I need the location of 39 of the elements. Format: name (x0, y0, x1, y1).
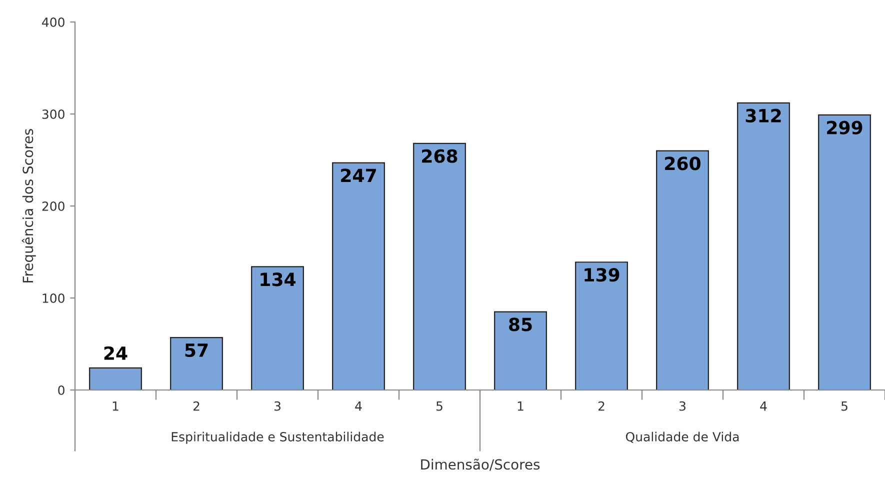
data-label: 85 (509, 318, 532, 332)
data-label: 139 (584, 268, 620, 282)
x-tick-label: 3 (274, 401, 280, 411)
bar (656, 150, 709, 390)
y-tick-label: 200 (42, 201, 64, 211)
x-tick-label: 1 (112, 401, 118, 411)
x-tick-label: 4 (355, 401, 362, 411)
bar (251, 266, 304, 390)
bar (818, 114, 871, 390)
data-label: 312 (746, 108, 781, 122)
x-tick-label: 1 (518, 401, 524, 411)
bar (737, 102, 790, 390)
x-tick-label: 3 (679, 401, 686, 411)
x-tick-label: 4 (760, 401, 767, 411)
bar (575, 262, 628, 390)
bar (89, 367, 142, 390)
data-label: 299 (827, 120, 862, 134)
x-tick-label: 5 (841, 401, 848, 411)
bar (332, 162, 385, 390)
data-label: 268 (422, 149, 458, 163)
data-label: 247 (341, 168, 376, 182)
x-axis-title: Dimensão/Scores (421, 458, 540, 471)
y-tick-label: 100 (42, 293, 64, 303)
y-tick-label: 300 (42, 109, 64, 119)
bar (170, 337, 223, 390)
bar (494, 311, 547, 390)
bar (413, 142, 466, 390)
text: Espiritualidade e Sustentabilidade (172, 432, 384, 444)
y-tick-label: 400 (42, 17, 64, 27)
text: Qualidade de Vida (626, 432, 739, 443)
data-label: 134 (260, 272, 296, 286)
data-label: 24 (104, 346, 128, 360)
data-label: 260 (665, 156, 700, 170)
x-tick-label: 2 (598, 401, 604, 411)
data-label: 57 (185, 344, 208, 358)
y-axis-title: Frequência dos Scores (22, 128, 36, 282)
x-tick-label: 2 (193, 401, 200, 411)
y-tick-label: 0 (58, 385, 64, 395)
x-tick-label: 5 (436, 401, 442, 411)
